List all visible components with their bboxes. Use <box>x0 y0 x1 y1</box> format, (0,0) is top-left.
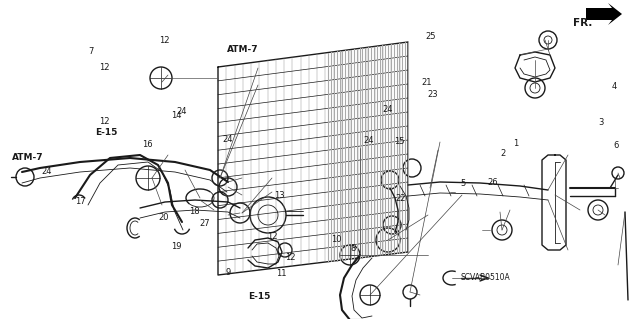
Text: 5: 5 <box>461 179 466 188</box>
Text: 27: 27 <box>200 219 211 228</box>
Text: SCVAB0510A: SCVAB0510A <box>461 273 511 282</box>
Text: 22: 22 <box>396 194 406 203</box>
Text: 24: 24 <box>383 105 393 114</box>
Text: 12: 12 <box>268 232 278 241</box>
Text: 20: 20 <box>159 213 169 222</box>
Text: 12: 12 <box>159 36 169 45</box>
Text: 23: 23 <box>428 90 438 99</box>
Text: 26: 26 <box>488 178 499 187</box>
Text: FR.: FR. <box>573 18 592 28</box>
Text: 16: 16 <box>142 140 153 149</box>
Text: 2: 2 <box>500 149 506 158</box>
Text: 17: 17 <box>76 197 86 206</box>
Text: 13: 13 <box>274 191 285 200</box>
Text: 24: 24 <box>176 107 186 115</box>
Text: 11: 11 <box>276 269 287 278</box>
Text: 6: 6 <box>613 141 618 150</box>
Text: 12: 12 <box>285 253 295 262</box>
Text: 21: 21 <box>421 78 431 87</box>
Text: 24: 24 <box>223 135 233 144</box>
Text: E-15: E-15 <box>248 292 271 300</box>
Text: E-15: E-15 <box>95 128 117 137</box>
Text: 1: 1 <box>513 139 518 148</box>
Text: 12: 12 <box>99 117 109 126</box>
Text: 8: 8 <box>351 244 356 253</box>
Text: 10: 10 <box>332 235 342 244</box>
Text: 25: 25 <box>426 32 436 41</box>
Text: ATM-7: ATM-7 <box>12 153 43 162</box>
Polygon shape <box>586 3 622 25</box>
Text: 7: 7 <box>88 47 93 56</box>
Text: 19: 19 <box>172 242 182 251</box>
Text: 14: 14 <box>172 111 182 120</box>
Text: 3: 3 <box>598 118 604 127</box>
Text: 9: 9 <box>225 268 230 277</box>
Text: 18: 18 <box>189 207 200 216</box>
Text: 4: 4 <box>611 82 616 91</box>
Text: 12: 12 <box>99 63 109 72</box>
Text: 15: 15 <box>394 137 404 146</box>
Text: ATM-7: ATM-7 <box>227 45 259 54</box>
Text: 24: 24 <box>364 137 374 145</box>
Text: 24: 24 <box>42 167 52 176</box>
